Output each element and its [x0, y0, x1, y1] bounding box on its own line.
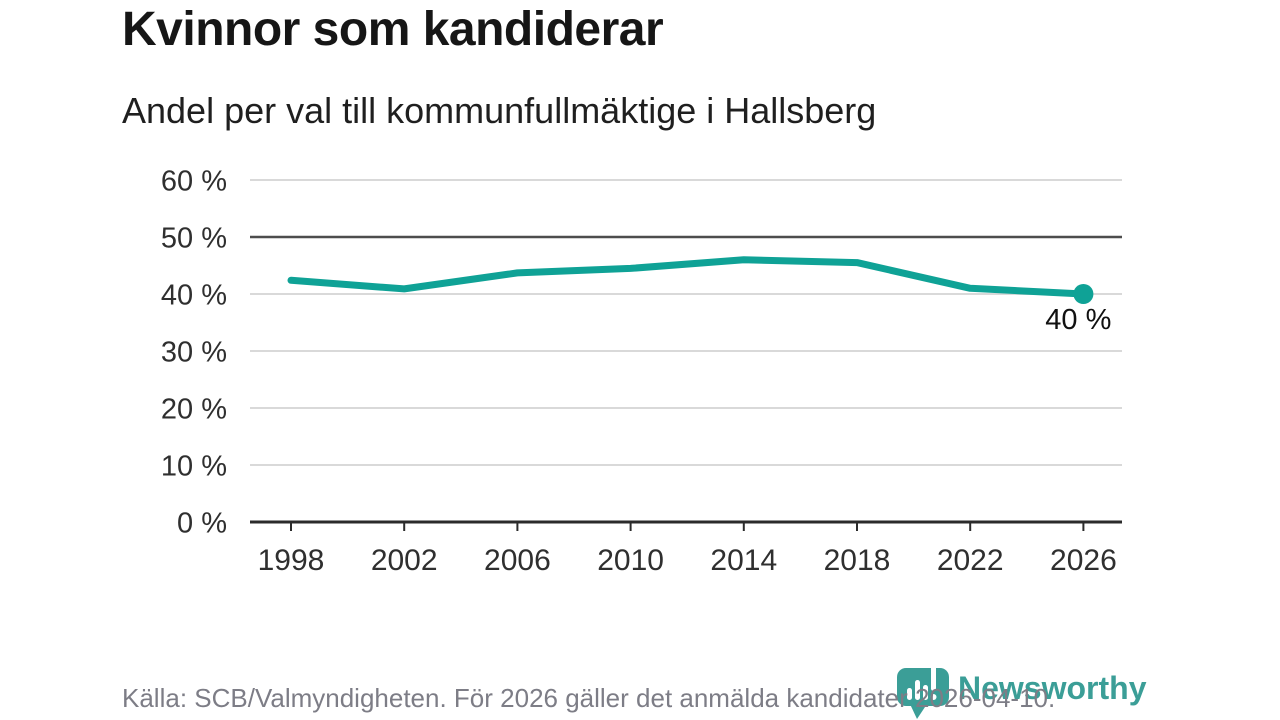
- y-tick-label: 30 %: [161, 337, 227, 369]
- end-point-dot: [1073, 284, 1094, 304]
- x-tick-label: 2002: [371, 544, 438, 577]
- data-line: [287, 256, 1087, 298]
- x-tick-label: 2006: [484, 544, 551, 577]
- y-tick-label: 50 %: [161, 223, 227, 255]
- y-tick-label: 10 %: [161, 451, 227, 483]
- newsworthy-logo: Newsworthy: [897, 662, 1146, 720]
- x-tick-label: 2018: [824, 544, 891, 577]
- newsworthy-brand-text: Newsworthy: [958, 670, 1147, 706]
- x-tick-label: 2010: [597, 544, 664, 577]
- y-tick-label: 40 %: [161, 280, 227, 312]
- x-tick-label: 2014: [710, 544, 777, 577]
- y-tick-label: 0 %: [177, 508, 227, 540]
- x-tick-label: 2026: [1050, 544, 1117, 577]
- x-tick-label: 1998: [258, 544, 325, 577]
- y-tick-label: 60 %: [161, 166, 227, 198]
- page-title: Kvinnor som kandiderar: [122, 3, 664, 56]
- y-tick-label: 20 %: [161, 394, 227, 426]
- x-tick-label: 2022: [937, 544, 1004, 577]
- chart-subtitle: Andel per val till kommunfullmäktige i H…: [122, 90, 877, 131]
- end-point-value-label: 40 %: [1045, 304, 1111, 336]
- newsworthy-bubble-bar-chart-icon: [897, 664, 949, 719]
- source-note: Källa: SCB/Valmyndigheten. För 2026 gäll…: [122, 683, 1056, 713]
